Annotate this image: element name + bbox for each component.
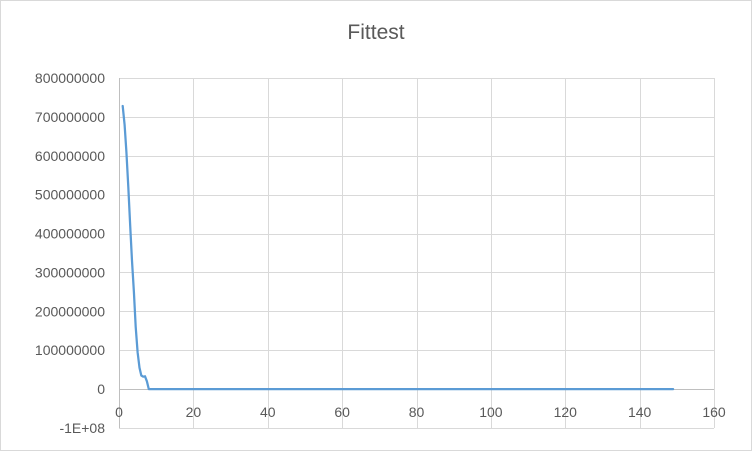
chart-title: Fittest <box>347 21 405 44</box>
y-tick-label: 400000000 <box>35 226 105 242</box>
y-tick-label: 600000000 <box>35 148 105 164</box>
series-line <box>121 104 675 391</box>
y-tick-label: 0 <box>97 381 105 397</box>
x-tick-label: 100 <box>479 404 503 420</box>
x-tick-label: 80 <box>409 404 425 420</box>
x-tick-label: 140 <box>628 404 652 420</box>
y-tick-label: 800000000 <box>35 70 105 86</box>
y-tick-label: 300000000 <box>35 264 105 280</box>
x-tick-label: 60 <box>334 404 350 420</box>
x-tick-label: 20 <box>186 404 202 420</box>
x-tick-label: 40 <box>260 404 276 420</box>
x-tick-label: 160 <box>702 404 726 420</box>
y-tick-label: 700000000 <box>35 109 105 125</box>
x-tick-label: 0 <box>115 404 123 420</box>
y-tick-label: 100000000 <box>35 342 105 358</box>
x-tick-label: 120 <box>554 404 578 420</box>
y-tick-label: 500000000 <box>35 187 105 203</box>
y-tick-label: 200000000 <box>35 303 105 319</box>
y-tick-label: -1E+08 <box>59 420 105 436</box>
